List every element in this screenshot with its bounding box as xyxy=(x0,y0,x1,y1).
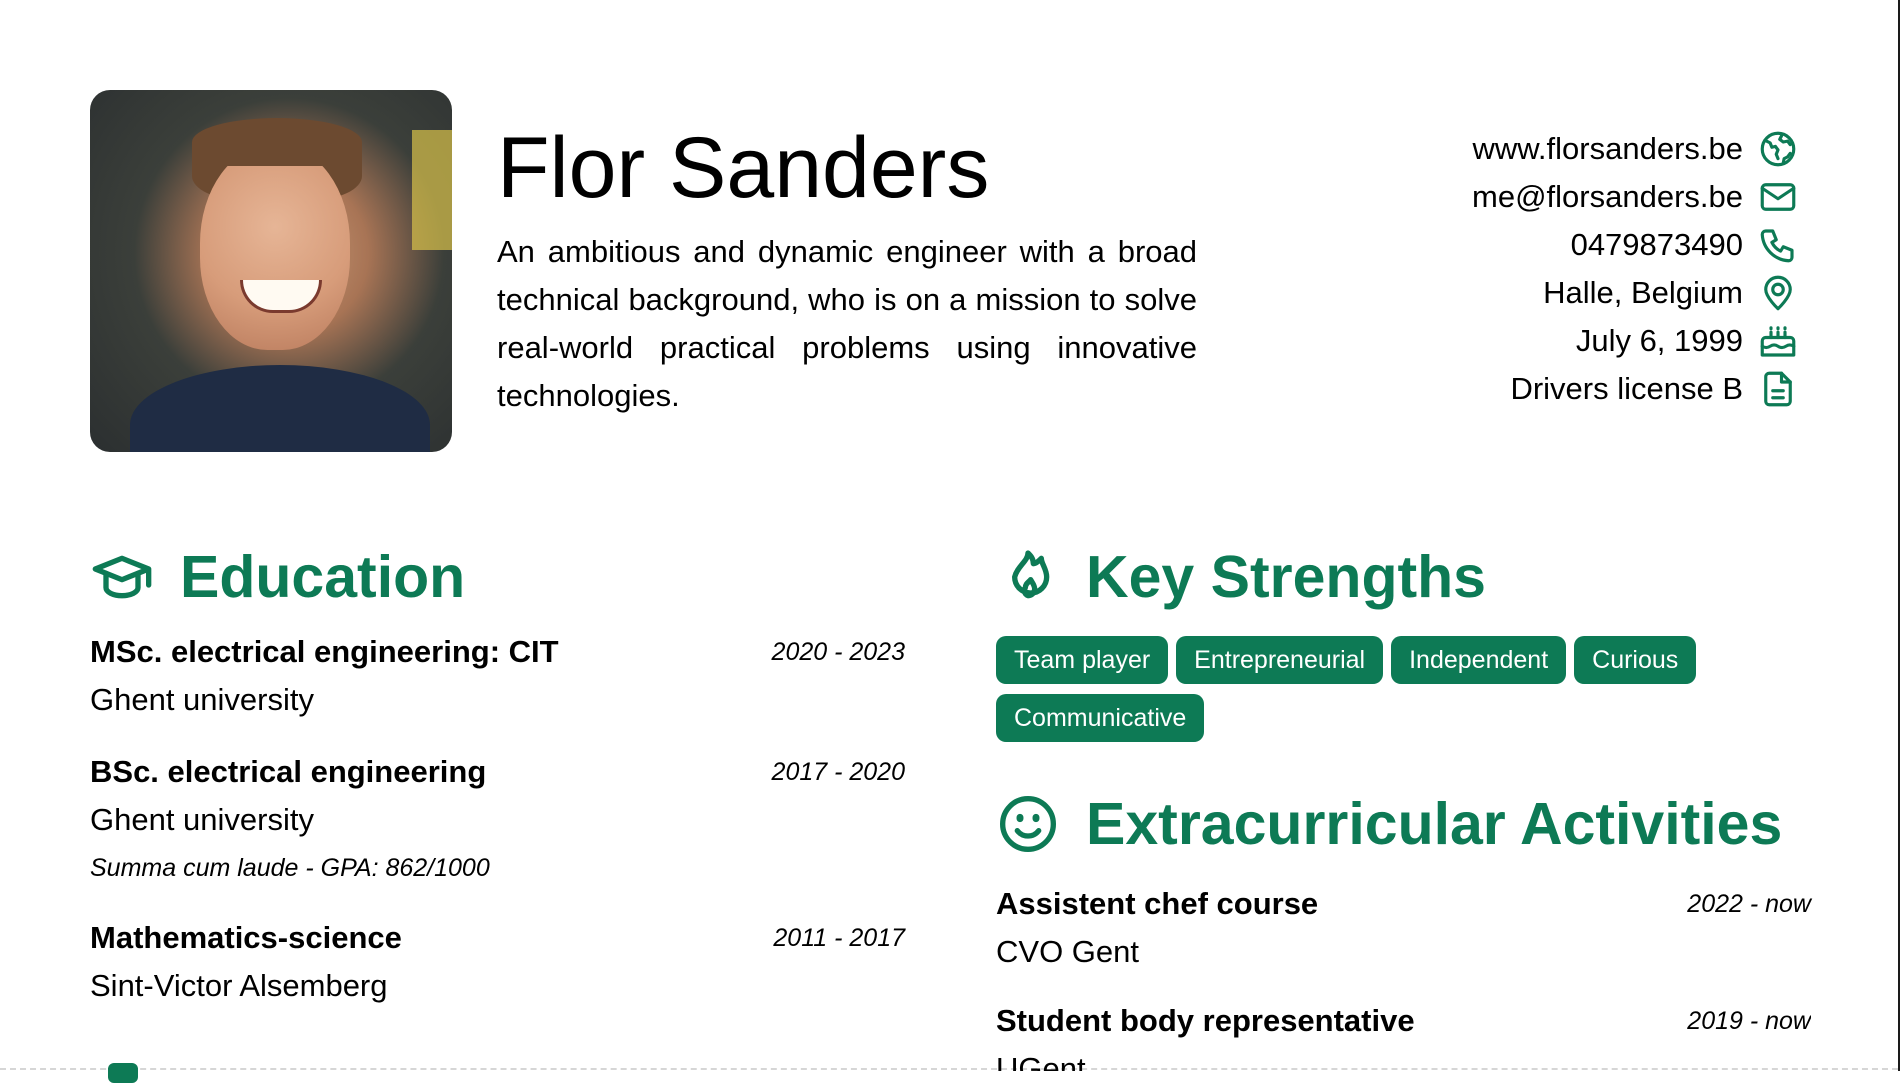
entry-date: 2017 - 2020 xyxy=(771,758,905,786)
entry-institution: UGent xyxy=(996,1051,1086,1071)
entry-institution: Sint-Victor Alsemberg xyxy=(90,968,388,1003)
contact-birthday-text: July 6, 1999 xyxy=(1575,323,1743,358)
strengths-title: Key Strengths xyxy=(1086,544,1486,610)
mail-icon xyxy=(1760,183,1796,211)
entry-note: Summa cum laude - GPA: 862/1000 xyxy=(90,854,490,882)
contact-website[interactable]: www.florsanders.be xyxy=(1239,125,1799,173)
entry-title: MSc. electrical engineering: CIT xyxy=(90,634,559,669)
page-edge xyxy=(1898,0,1900,1071)
birthday-cake-icon xyxy=(1760,326,1796,357)
contact-phone[interactable]: 0479873490 xyxy=(1239,221,1799,269)
strength-chip: Entrepreneurial xyxy=(1176,636,1384,684)
flame-icon xyxy=(1012,550,1050,599)
contact-list: www.florsanders.be me@florsanders.be 047… xyxy=(1239,125,1799,413)
contact-license: Drivers license B xyxy=(1239,365,1799,413)
contact-birthday: July 6, 1999 xyxy=(1239,317,1799,365)
entry-title: Student body representative xyxy=(996,1003,1415,1038)
strength-chip: Communicative xyxy=(996,694,1205,742)
education-entry: MSc. electrical engineering: CIT 2020 - … xyxy=(90,634,905,717)
entry-date: 2020 - 2023 xyxy=(771,638,905,666)
contact-website-text: www.florsanders.be xyxy=(1472,131,1743,166)
education-heading: Education xyxy=(90,543,465,611)
entry-institution: Ghent university xyxy=(90,802,314,837)
extracurricular-title: Extracurricular Activities xyxy=(1086,791,1783,857)
next-section-icon xyxy=(108,1063,138,1083)
extracurricular-entry: Assistent chef course 2022 - now CVO Gen… xyxy=(996,886,1811,976)
strengths-chip-list: Team player Entrepreneurial Independent … xyxy=(996,636,1826,742)
entry-title: BSc. electrical engineering xyxy=(90,754,487,789)
entry-institution: CVO Gent xyxy=(996,934,1139,969)
extracurricular-heading: Extracurricular Activities xyxy=(996,790,1782,858)
strengths-heading: Key Strengths xyxy=(996,543,1486,611)
contact-license-text: Drivers license B xyxy=(1510,371,1743,406)
education-title: Education xyxy=(180,544,466,610)
strength-chip: Independent xyxy=(1391,636,1567,684)
entry-date: 2011 - 2017 xyxy=(773,924,905,952)
document-icon xyxy=(1764,371,1792,407)
smiley-icon xyxy=(1000,796,1056,852)
entry-date: 2022 - now xyxy=(1687,890,1811,918)
strength-chip: Curious xyxy=(1574,636,1697,684)
profile-photo xyxy=(90,90,452,452)
education-entry: BSc. electrical engineering 2017 - 2020 … xyxy=(90,754,905,894)
contact-location: Halle, Belgium xyxy=(1239,269,1799,317)
strength-chip: Team player xyxy=(996,636,1169,684)
globe-icon xyxy=(1760,131,1796,167)
contact-phone-text: 0479873490 xyxy=(1570,227,1743,262)
contact-email-text: me@florsanders.be xyxy=(1472,179,1743,214)
contact-email[interactable]: me@florsanders.be xyxy=(1239,173,1799,221)
entry-institution: Ghent university xyxy=(90,682,314,717)
contact-location-text: Halle, Belgium xyxy=(1543,275,1743,310)
entry-title: Assistent chef course xyxy=(996,886,1319,921)
graduation-cap-icon xyxy=(92,555,152,599)
location-pin-icon xyxy=(1764,275,1792,311)
phone-icon xyxy=(1760,229,1794,263)
entry-title: Mathematics-science xyxy=(90,920,402,955)
profile-summary: An ambitious and dynamic engineer with a… xyxy=(497,234,1197,413)
education-entry: Mathematics-science 2011 - 2017 Sint-Vic… xyxy=(90,920,905,1010)
extracurricular-entry: Student body representative 2019 - now U… xyxy=(996,1003,1811,1071)
entry-date: 2019 - now xyxy=(1687,1007,1811,1035)
person-name: Flor Sanders xyxy=(497,120,990,216)
page-break-divider xyxy=(0,1068,1898,1070)
